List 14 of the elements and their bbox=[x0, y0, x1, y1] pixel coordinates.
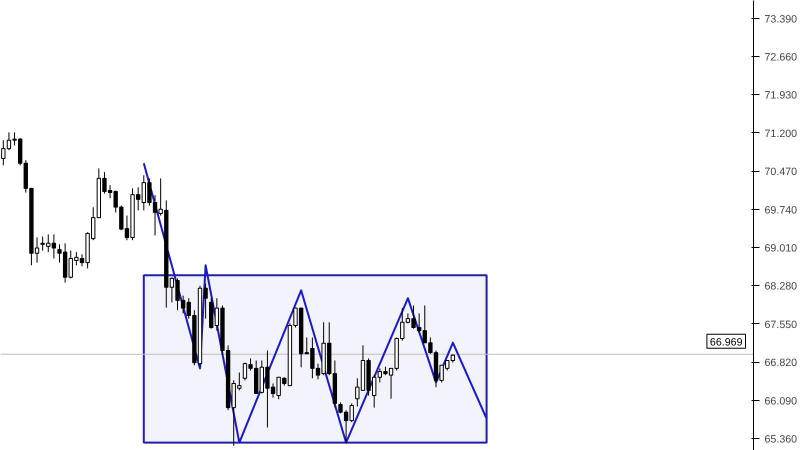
y-tick-label: 68.280 bbox=[764, 280, 798, 293]
y-tick-label: 66.090 bbox=[764, 395, 798, 408]
y-tick-label: 67.550 bbox=[764, 318, 798, 331]
y-tick-label: 73.390 bbox=[764, 13, 798, 26]
y-tick-label: 65.360 bbox=[764, 433, 798, 446]
y-tick-label: 69.010 bbox=[764, 242, 798, 254]
y-tick-label: 70.470 bbox=[764, 166, 798, 178]
y-tick-label: 71.930 bbox=[764, 90, 798, 102]
y-tick-label: 66.820 bbox=[764, 357, 798, 370]
y-tick-label: 72.660 bbox=[764, 51, 798, 64]
y-tick-label: 69.740 bbox=[764, 204, 798, 216]
ref-line-label: 66.969 bbox=[710, 336, 743, 348]
y-tick-label: 71.200 bbox=[764, 128, 798, 140]
line-series bbox=[142, 162, 488, 444]
